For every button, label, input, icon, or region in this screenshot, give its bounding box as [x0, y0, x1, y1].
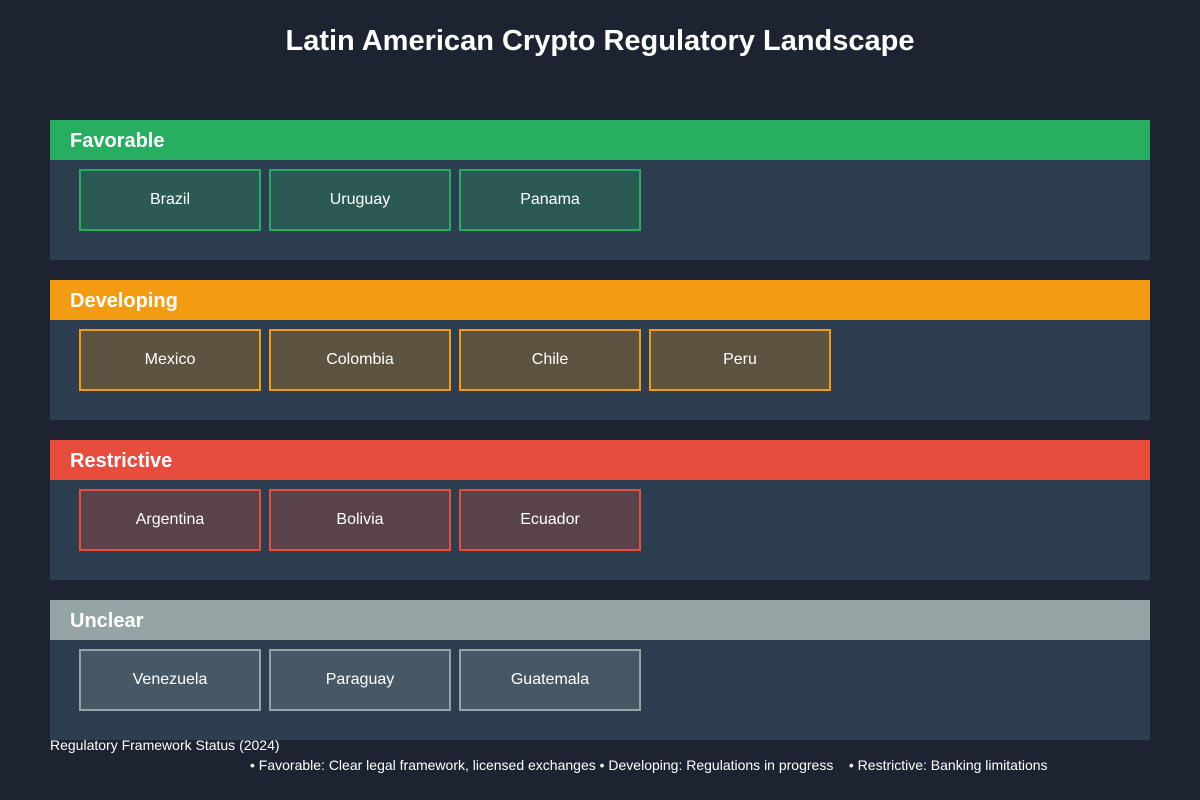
footer-title: Regulatory Framework Status (2024): [50, 737, 280, 753]
category-header: Restrictive: [50, 440, 1150, 480]
country-tile[interactable]: Argentina: [79, 489, 261, 551]
country-row: Venezuela Paraguay Guatemala: [50, 640, 1150, 740]
country-tile[interactable]: Panama: [459, 169, 641, 231]
country-tile[interactable]: Paraguay: [269, 649, 451, 711]
footer-legend: • Favorable: Clear legal framework, lice…: [250, 757, 1048, 773]
country-tile[interactable]: Colombia: [269, 329, 451, 391]
country-tile[interactable]: Guatemala: [459, 649, 641, 711]
category-header: Unclear: [50, 600, 1150, 640]
country-tile[interactable]: Ecuador: [459, 489, 641, 551]
category-header: Favorable: [50, 120, 1150, 160]
country-tile[interactable]: Bolivia: [269, 489, 451, 551]
country-tile[interactable]: Venezuela: [79, 649, 261, 711]
category-restrictive: Restrictive Argentina Bolivia Ecuador: [50, 440, 1150, 580]
category-header: Developing: [50, 280, 1150, 320]
country-row: Brazil Uruguay Panama: [50, 160, 1150, 260]
category-developing: Developing Mexico Colombia Chile Peru: [50, 280, 1150, 420]
country-row: Mexico Colombia Chile Peru: [50, 320, 1150, 420]
page-title: Latin American Crypto Regulatory Landsca…: [285, 25, 915, 57]
country-tile[interactable]: Brazil: [79, 169, 261, 231]
category-favorable: Favorable Brazil Uruguay Panama: [50, 120, 1150, 260]
country-tile[interactable]: Chile: [459, 329, 641, 391]
country-tile[interactable]: Uruguay: [269, 169, 451, 231]
country-tile[interactable]: Mexico: [79, 329, 261, 391]
country-row: Argentina Bolivia Ecuador: [50, 480, 1150, 580]
country-tile[interactable]: Peru: [649, 329, 831, 391]
category-unclear: Unclear Venezuela Paraguay Guatemala: [50, 600, 1150, 740]
